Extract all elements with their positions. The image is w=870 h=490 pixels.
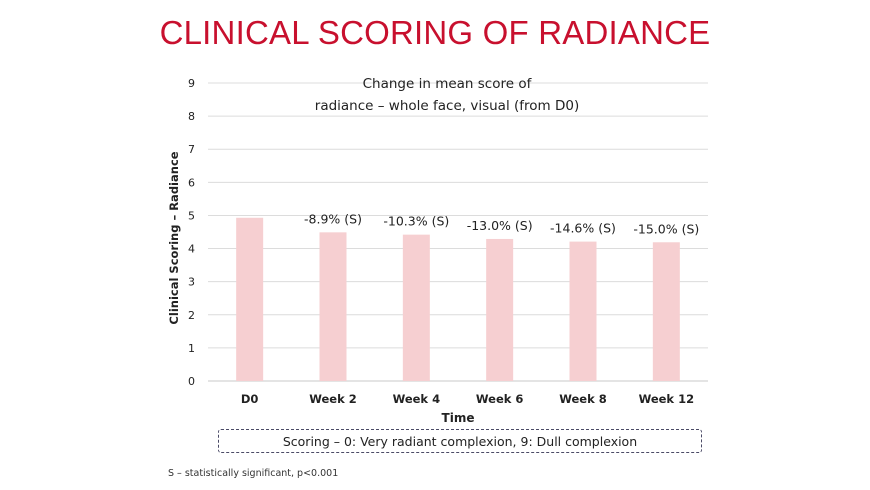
gridlines [208,82,708,382]
radiance-bar-chart: 0 1 2 3 4 5 6 7 8 9 -8.9% (S) -10.3% (S) -13.0% (S)… [167,76,708,425]
scoring-note: Scoring – 0: Very radiant complexion, 9:… [282,434,638,449]
chart-title-line-2: radiance – whole face, visual (from D0) [315,98,579,114]
bar [486,238,514,381]
x-tick-label: Week 6 [476,392,524,406]
data-label: -8.9% (S) [304,211,362,226]
chart-title-line-1: Change in mean score of [363,76,533,92]
y-tick-label: 4 [188,243,195,256]
y-tick-labels: 0 1 2 3 4 5 6 7 8 9 [188,77,195,388]
bar [402,234,430,381]
page-title: CLINICAL SCORING OF RADIANCE [159,14,711,51]
x-tick-label: Week 4 [393,392,441,406]
scoring-legend: Scoring – 0: Very radiant complexion, 9:… [218,429,702,453]
x-tick-label: Week 2 [309,392,357,406]
x-tick-label: Week 12 [639,392,695,406]
data-label: -13.0% (S) [467,218,533,233]
y-tick-label: 7 [188,143,195,156]
data-label: -15.0% (S) [633,221,699,236]
y-tick-label: 1 [188,342,195,355]
y-tick-label: 0 [188,375,195,388]
y-tick-label: 6 [188,176,195,189]
y-axis-label: Clinical Scoring – Radiance [167,151,181,324]
x-tick-label: D0 [241,392,259,406]
x-tick-label: Week 8 [559,392,607,406]
y-tick-label: 2 [188,309,195,322]
y-tick-label: 9 [188,77,195,90]
data-labels: -8.9% (S) -10.3% (S) -13.0% (S) -14.6% (S) -… [304,211,699,236]
y-tick-label: 5 [188,209,195,222]
bar [652,242,680,381]
bar [236,217,264,381]
bars [236,217,680,381]
bar [569,241,597,381]
footnote: S – statistically significant, p<0.001 [168,468,339,479]
x-tick-labels: D0 Week 2 Week 4 Week 6 Week 8 Week 12 [241,392,694,406]
y-tick-label: 3 [188,276,195,289]
bar [319,232,347,381]
data-label: -14.6% (S) [550,221,616,236]
y-tick-label: 8 [188,110,195,123]
data-label: -10.3% (S) [383,214,449,229]
x-axis-label: Time [442,411,475,425]
